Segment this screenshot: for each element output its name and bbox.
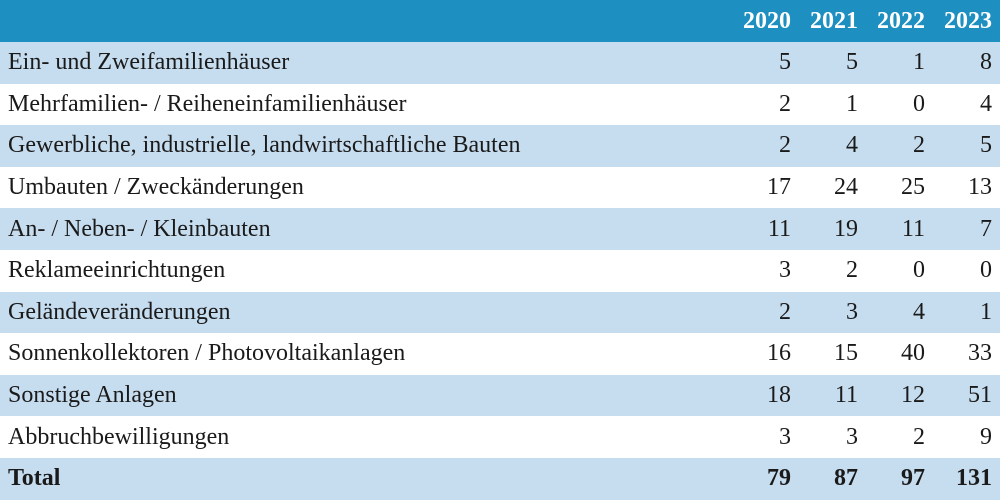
value-cell: 11 (866, 208, 933, 250)
value-cell: 1 (799, 83, 866, 126)
value-cell: 5 (799, 42, 866, 84)
value-cell: 18 (732, 374, 799, 417)
value-cell: 11 (799, 374, 866, 417)
value-cell: 4 (799, 125, 866, 167)
value-cell: 2 (866, 125, 933, 167)
value-cell: 9 (933, 416, 1000, 458)
header-row: 2020 2021 2022 2023 (0, 0, 1000, 42)
row-label: Mehrfamilien- / Reiheneinfamilienhäuser (0, 83, 732, 126)
value-cell: 3 (799, 291, 866, 334)
value-cell: 15 (799, 333, 866, 375)
value-cell: 1 (866, 42, 933, 84)
value-cell: 12 (866, 374, 933, 417)
table-row: Geländeveränderungen 2 3 4 1 (0, 291, 1000, 334)
row-label: Gewerbliche, industrielle, landwirtschaf… (0, 125, 732, 167)
value-cell: 5 (732, 42, 799, 84)
value-cell: 0 (866, 83, 933, 126)
value-cell: 0 (933, 249, 1000, 292)
value-cell: 87 (799, 457, 866, 500)
column-header: 2020 (732, 0, 799, 42)
value-cell: 40 (866, 333, 933, 375)
value-cell: 33 (933, 333, 1000, 375)
value-cell: 5 (933, 125, 1000, 167)
value-cell: 2 (799, 249, 866, 292)
row-label: Ein- und Zweifamilienhäuser (0, 42, 732, 84)
table-row: Reklameeinrichtungen 3 2 0 0 (0, 249, 1000, 292)
header-label-cell (0, 0, 732, 42)
row-label: Abbruchbewilligungen (0, 416, 732, 458)
value-cell: 16 (732, 333, 799, 375)
row-label: Reklameeinrichtungen (0, 249, 732, 292)
row-label: An- / Neben- / Kleinbauten (0, 208, 732, 250)
value-cell: 51 (933, 374, 1000, 417)
value-cell: 4 (933, 83, 1000, 126)
value-cell: 19 (799, 208, 866, 250)
table-row: Sonstige Anlagen 18 11 12 51 (0, 374, 1000, 417)
value-cell: 11 (732, 208, 799, 250)
value-cell: 2 (866, 416, 933, 458)
value-cell: 0 (866, 249, 933, 292)
value-cell: 8 (933, 42, 1000, 84)
table-row: Sonnenkollektoren / Photovoltaikanlagen 1… (0, 333, 1000, 375)
value-cell: 97 (866, 457, 933, 500)
value-cell: 3 (732, 416, 799, 458)
row-label: Sonstige Anlagen (0, 374, 732, 417)
value-cell: 13 (933, 166, 1000, 209)
value-cell: 17 (732, 166, 799, 209)
column-header: 2023 (933, 0, 1000, 42)
column-header: 2022 (866, 0, 933, 42)
column-header: 2021 (799, 0, 866, 42)
table-body: Ein- und Zweifamilienhäuser 5 5 1 8 Mehrfamil… (0, 42, 1000, 500)
value-cell: 3 (799, 416, 866, 458)
value-cell: 4 (866, 291, 933, 334)
value-cell: 2 (732, 291, 799, 334)
value-cell: 24 (799, 166, 866, 209)
table-row: Abbruchbewilligungen 3 3 2 9 (0, 416, 1000, 458)
value-cell: 1 (933, 291, 1000, 334)
table-row: An- / Neben- / Kleinbauten 11 19 11 7 (0, 208, 1000, 250)
value-cell: 131 (933, 457, 1000, 500)
table-row: Umbauten / Zweckänderungen 17 24 25 13 (0, 166, 1000, 209)
table-row: Mehrfamilien- / Reiheneinfamilienhäuser 2… (0, 83, 1000, 126)
total-row: Total 79 87 97 131 (0, 457, 1000, 500)
table-row: Ein- und Zweifamilienhäuser 5 5 1 8 (0, 42, 1000, 84)
row-label: Total (0, 457, 732, 500)
table-row: Gewerbliche, industrielle, landwirtschaf… (0, 125, 1000, 167)
value-cell: 79 (732, 457, 799, 500)
value-cell: 2 (732, 83, 799, 126)
value-cell: 7 (933, 208, 1000, 250)
value-cell: 2 (732, 125, 799, 167)
row-label: Geländeveränderungen (0, 291, 732, 334)
value-cell: 3 (732, 249, 799, 292)
row-label: Sonnenkollektoren / Photovoltaikanlagen (0, 333, 732, 375)
row-label: Umbauten / Zweckänderungen (0, 166, 732, 209)
value-cell: 25 (866, 166, 933, 209)
